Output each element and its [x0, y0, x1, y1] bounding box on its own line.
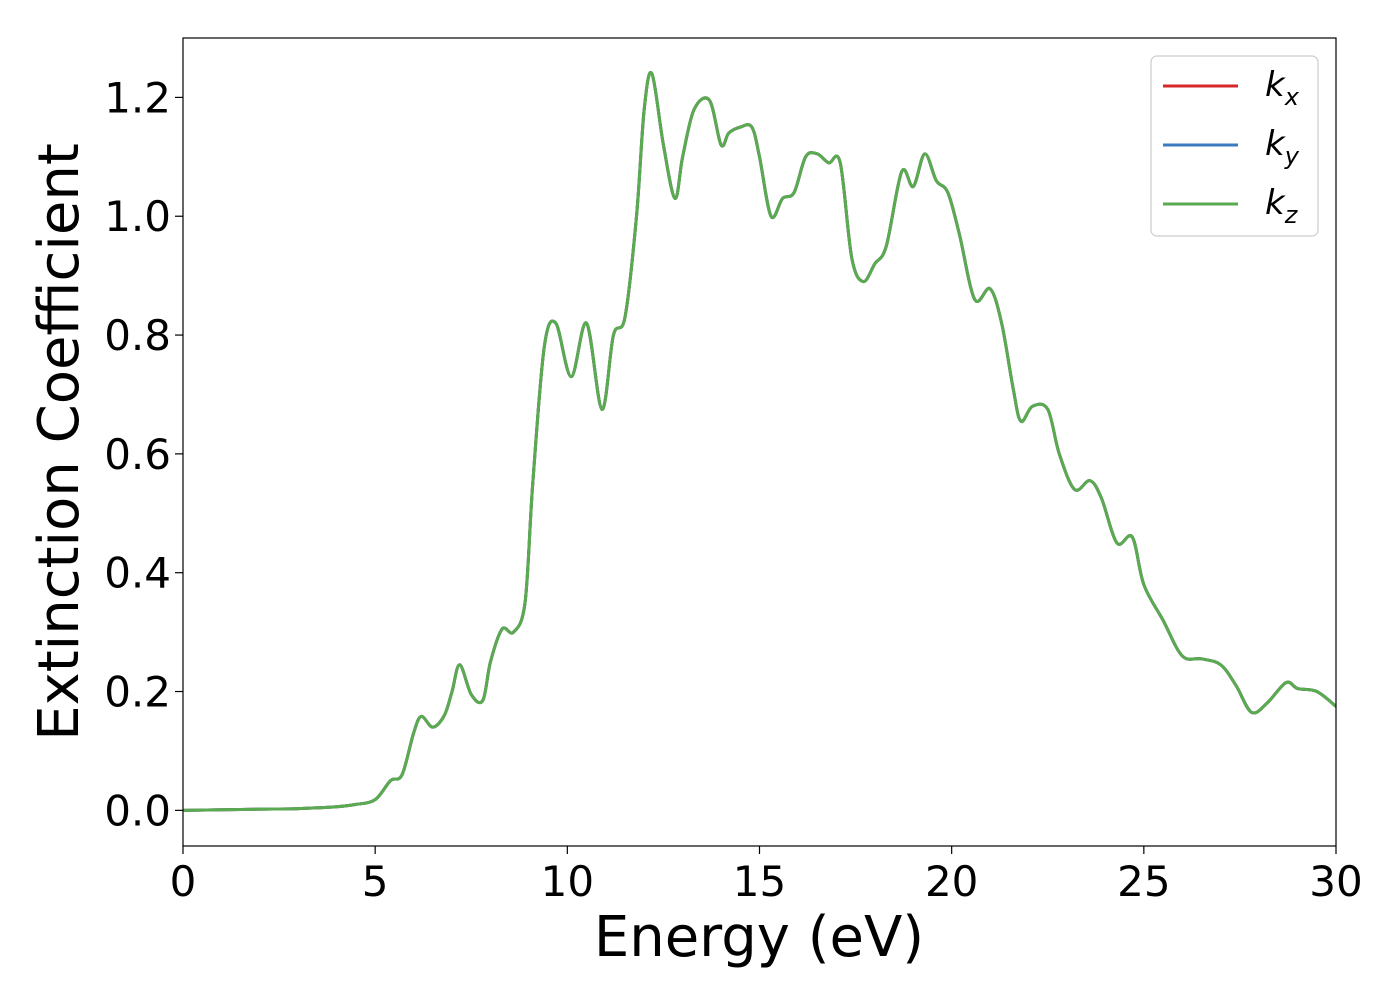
x-tick-label: 0: [170, 857, 197, 906]
legend-label-subscript: y: [1284, 142, 1300, 170]
legend-label-subscript: z: [1284, 201, 1299, 229]
legend-label-base: k: [1265, 65, 1286, 105]
x-axis-ticks: 0 5 10 15 20 25 30: [170, 846, 1363, 906]
legend-label: ky: [1265, 124, 1300, 170]
x-tick-label: 20: [925, 857, 978, 906]
legend-label: kx: [1265, 65, 1300, 111]
legend-label-base: k: [1265, 124, 1286, 164]
x-tick-label: 5: [362, 857, 389, 906]
y-tick-label: 1.2: [104, 73, 171, 122]
series-line-k-z: [183, 71, 1336, 812]
x-axis-label: Energy (eV): [594, 905, 924, 970]
y-tick-label: 0.2: [104, 668, 171, 717]
x-tick-label: 30: [1309, 857, 1362, 906]
y-tick-label: 0.4: [104, 549, 171, 598]
legend-label-subscript: x: [1284, 83, 1300, 111]
y-axis-ticks: 0.0 0.2 0.4 0.6 0.8 1.0 1.2: [104, 73, 183, 835]
y-axis-label: Extinction Coefficient: [27, 143, 92, 741]
series-layer: [183, 71, 1336, 812]
x-tick-label: 10: [541, 857, 594, 906]
legend-label: kz: [1265, 183, 1299, 229]
x-tick-label: 15: [733, 857, 786, 906]
y-tick-label: 1.0: [104, 192, 171, 241]
legend-label-base: k: [1265, 183, 1286, 223]
x-tick-label: 25: [1117, 857, 1170, 906]
y-tick-label: 0.6: [104, 430, 171, 479]
y-tick-label: 0.8: [104, 311, 171, 360]
y-tick-label: 0.0: [104, 786, 171, 835]
